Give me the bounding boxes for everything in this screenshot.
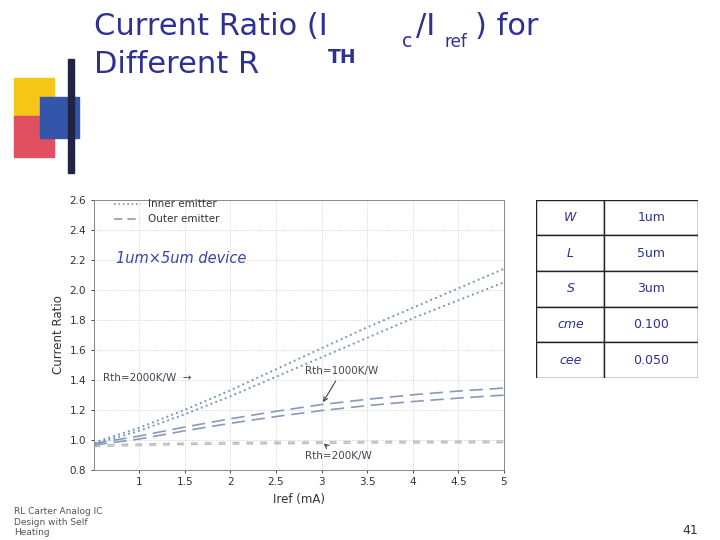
Text: Rth=200K/W: Rth=200K/W xyxy=(305,444,372,461)
Text: TH: TH xyxy=(328,48,357,67)
Bar xyxy=(604,235,698,271)
Text: 5um: 5um xyxy=(637,247,665,260)
Text: ) for: ) for xyxy=(475,12,539,41)
Bar xyxy=(536,307,604,342)
Bar xyxy=(536,342,604,378)
Text: Inner emitter: Inner emitter xyxy=(148,199,217,210)
Text: Outer emitter: Outer emitter xyxy=(148,214,220,224)
Bar xyxy=(536,235,604,271)
Text: Rth=1000K/W: Rth=1000K/W xyxy=(305,366,379,401)
Text: Current Ratio (I: Current Ratio (I xyxy=(94,12,328,41)
Text: cme: cme xyxy=(557,318,584,331)
Bar xyxy=(604,200,698,235)
Text: W: W xyxy=(564,211,577,224)
Bar xyxy=(536,200,604,235)
Text: 0.050: 0.050 xyxy=(634,354,670,367)
Text: RL Carter Analog IC
Design with Self
Heating: RL Carter Analog IC Design with Self Hea… xyxy=(14,508,103,537)
Text: L: L xyxy=(567,247,574,260)
Text: 1um: 1um xyxy=(637,211,665,224)
Bar xyxy=(604,307,698,342)
Text: S: S xyxy=(567,282,575,295)
Bar xyxy=(536,271,604,307)
Text: Different R: Different R xyxy=(94,50,259,79)
Text: 0.100: 0.100 xyxy=(634,318,670,331)
Text: 1um×5um device: 1um×5um device xyxy=(117,251,247,266)
Bar xyxy=(604,271,698,307)
Text: ref: ref xyxy=(445,33,468,51)
Text: /I: /I xyxy=(416,12,436,41)
X-axis label: Iref (mA): Iref (mA) xyxy=(273,493,325,506)
Text: Rth=2000K/W  →: Rth=2000K/W → xyxy=(103,373,192,382)
Text: 41: 41 xyxy=(683,524,698,537)
Text: 3um: 3um xyxy=(637,282,665,295)
Bar xyxy=(604,342,698,378)
Text: c: c xyxy=(402,32,412,51)
Text: cee: cee xyxy=(559,354,582,367)
Y-axis label: Current Ratio: Current Ratio xyxy=(52,295,66,374)
